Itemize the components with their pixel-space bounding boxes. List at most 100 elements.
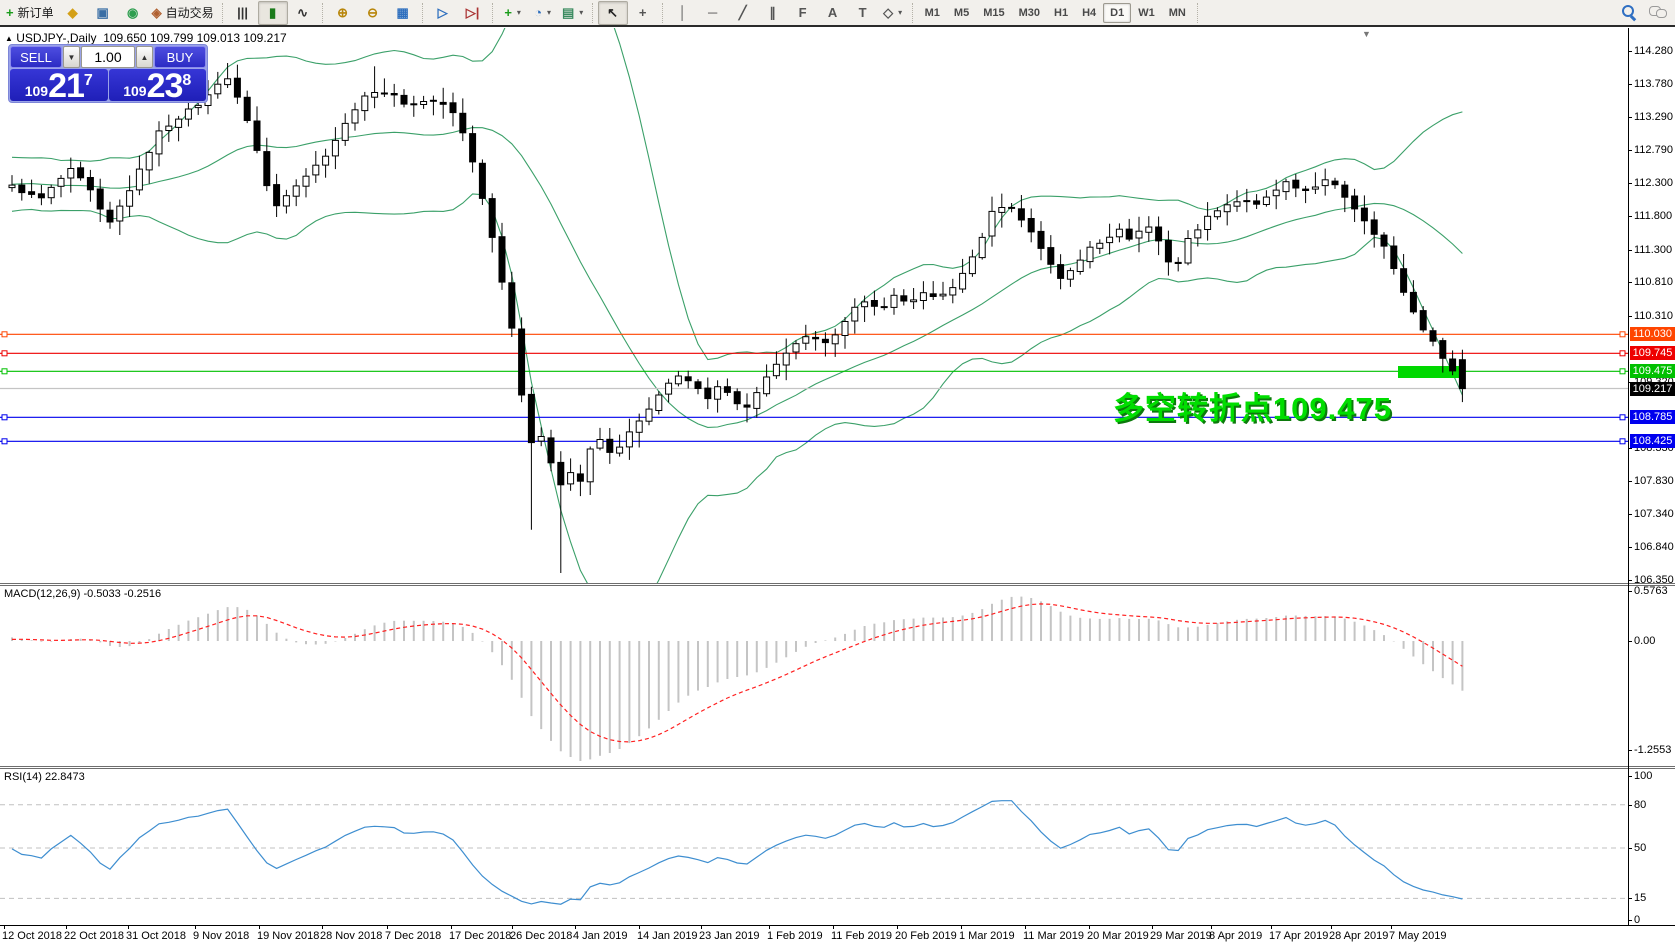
terminal-button[interactable]: ▣ xyxy=(88,1,118,25)
axis-tick-mark xyxy=(1628,183,1632,184)
timeframe-button-M30[interactable]: M30 xyxy=(1018,6,1040,19)
time-axis-label: 28 Nov 2018 xyxy=(320,930,383,942)
toolbar-button-label: 自动交易 xyxy=(165,6,214,20)
new-order-button[interactable]: + 新订单 xyxy=(2,1,58,25)
timeframe-button-M5[interactable]: M5 xyxy=(953,6,970,19)
tile-windows-button[interactable]: ▦ xyxy=(388,1,418,25)
time-axis-label: 11 Mar 2019 xyxy=(1023,930,1084,942)
bars-icon: ||| xyxy=(237,5,249,20)
timeframe-button-W1[interactable]: W1 xyxy=(1138,6,1155,19)
time-tick-mark xyxy=(66,925,67,929)
arrows-icon: ◇ xyxy=(883,5,894,20)
sell-button[interactable]: SELL xyxy=(10,46,62,68)
axis-tick-mark xyxy=(1628,920,1632,921)
panel-separator[interactable] xyxy=(0,768,1675,769)
buy-price-point: 8 xyxy=(182,72,192,89)
dropdown-arrow-icon: ▾ xyxy=(516,8,521,17)
level-price-tag: 110.030 xyxy=(1630,327,1675,342)
price-tick-label: 80 xyxy=(1634,799,1647,811)
clock-icon: ◔ xyxy=(534,5,543,20)
rsi-label: RSI(14) 22.8473 xyxy=(4,771,85,783)
time-axis-label: 26 Dec 2018 xyxy=(510,930,573,942)
toolbar-separator xyxy=(491,2,494,23)
dropdown-arrow-icon: ▾ xyxy=(898,8,903,17)
time-axis-label: 20 Mar 2019 xyxy=(1087,930,1149,942)
timeframe-button-H1[interactable]: H1 xyxy=(1054,6,1069,19)
time-axis-label: 11 Feb 2019 xyxy=(831,930,892,942)
time-tick-mark xyxy=(961,925,962,929)
text-label-button[interactable]: T xyxy=(848,1,878,25)
buy-price-box[interactable]: 109 23 8 xyxy=(108,67,206,105)
time-axis-label: 1 Feb 2019 xyxy=(767,930,823,942)
community-chat-icon[interactable] xyxy=(1649,5,1667,19)
axis-tick-mark xyxy=(1628,750,1632,751)
template-icon: ▤ xyxy=(561,5,575,20)
arrows-button[interactable]: ◇ ▾ xyxy=(878,1,908,25)
templates-button[interactable]: ▤ ▾ xyxy=(558,1,588,25)
volume-increase-button[interactable]: ▲ xyxy=(136,46,153,68)
equidistant-channel-button[interactable]: ∥ xyxy=(758,1,788,25)
panel-separator[interactable] xyxy=(0,585,1675,586)
time-axis-label: 9 Nov 2018 xyxy=(193,930,250,942)
auto-scroll-button[interactable]: ▷ xyxy=(428,1,458,25)
toolbar-separator xyxy=(221,2,224,23)
axis-tick-mark xyxy=(1628,150,1632,151)
trendline-button[interactable]: ╱ xyxy=(728,1,758,25)
time-axis-label: 14 Jan 2019 xyxy=(637,930,698,942)
axis-tick-mark xyxy=(1628,51,1632,52)
price-tick-label: 15 xyxy=(1634,892,1647,904)
horizontal-line-button[interactable]: ─ xyxy=(698,1,728,25)
indicators-button[interactable]: + ▾ xyxy=(498,1,528,25)
trade-panel-price-row: 109 21 7 109 23 8 xyxy=(10,67,206,105)
vertical-line-button[interactable]: │ xyxy=(668,1,698,25)
price-tick-label: 113.780 xyxy=(1634,78,1673,90)
crosshair-button[interactable]: + xyxy=(628,1,658,25)
market-watch-button[interactable]: ◆ xyxy=(58,1,88,25)
time-axis-label: 22 Oct 2018 xyxy=(64,930,124,942)
cursor-button[interactable]: ↖ xyxy=(597,0,628,25)
axis-tick-mark xyxy=(1628,84,1632,85)
price-tick-label: -1.2553 xyxy=(1634,744,1672,756)
buy-button[interactable]: BUY xyxy=(154,46,206,68)
periods-button[interactable]: ◔ ▾ xyxy=(528,1,558,25)
sell-price-point: 7 xyxy=(83,72,93,89)
time-axis-label: 23 Jan 2019 xyxy=(699,930,760,942)
price-tick-label: 110.810 xyxy=(1634,276,1673,288)
price-axis-border xyxy=(1628,28,1629,925)
main-chart-canvas[interactable] xyxy=(0,0,1628,620)
chart-shift-button[interactable]: ▷| xyxy=(458,1,488,25)
rsi-panel-canvas[interactable] xyxy=(0,769,1628,925)
panel-separator[interactable] xyxy=(0,583,1675,584)
timeframe-button-H4[interactable]: H4 xyxy=(1082,6,1097,19)
axis-tick-mark xyxy=(1628,448,1632,449)
toolbar-right xyxy=(1621,4,1667,20)
price-tick-label: 107.830 xyxy=(1634,475,1674,487)
sell-price-box[interactable]: 109 21 7 xyxy=(10,69,108,103)
zoom-out-button[interactable]: ⊖ xyxy=(358,1,388,25)
text-button[interactable]: A xyxy=(818,1,848,25)
time-tick-mark xyxy=(387,925,388,929)
line-chart-button[interactable]: ∿ xyxy=(288,1,318,25)
toolbar-button-label: 新订单 xyxy=(17,6,54,20)
timeframe-button-M15[interactable]: M15 xyxy=(983,6,1005,19)
sounds-button[interactable]: ◉ xyxy=(118,1,148,25)
auto-trading-button[interactable]: ◈ 自动交易 xyxy=(148,1,218,25)
macd-panel-canvas[interactable] xyxy=(0,586,1628,765)
toolbar-separator xyxy=(911,2,914,23)
price-tick-label: 106.840 xyxy=(1634,541,1674,553)
bar-chart-button[interactable]: ||| xyxy=(228,1,258,25)
candlestick-chart-button[interactable]: ▮ xyxy=(257,0,288,25)
zoom-in-button[interactable]: ⊕ xyxy=(328,1,358,25)
time-axis-label: 19 Nov 2018 xyxy=(257,930,320,942)
volume-input[interactable] xyxy=(81,46,135,68)
timeframe-button-D1[interactable]: D1 xyxy=(1103,2,1132,23)
panel-separator[interactable] xyxy=(0,766,1675,767)
timeframe-button-MN[interactable]: MN xyxy=(1168,6,1186,19)
trendline-icon: ╱ xyxy=(738,5,747,20)
timeframe-button-M1[interactable]: M1 xyxy=(924,6,940,19)
buy-price-pips: 23 xyxy=(146,67,184,105)
volume-decrease-button[interactable]: ▼ xyxy=(63,46,80,68)
fibonacci-button[interactable]: F xyxy=(788,1,818,25)
chart-ohlc-values: 109.650 109.799 109.013 109.217 xyxy=(103,31,287,45)
search-icon[interactable] xyxy=(1621,4,1637,20)
